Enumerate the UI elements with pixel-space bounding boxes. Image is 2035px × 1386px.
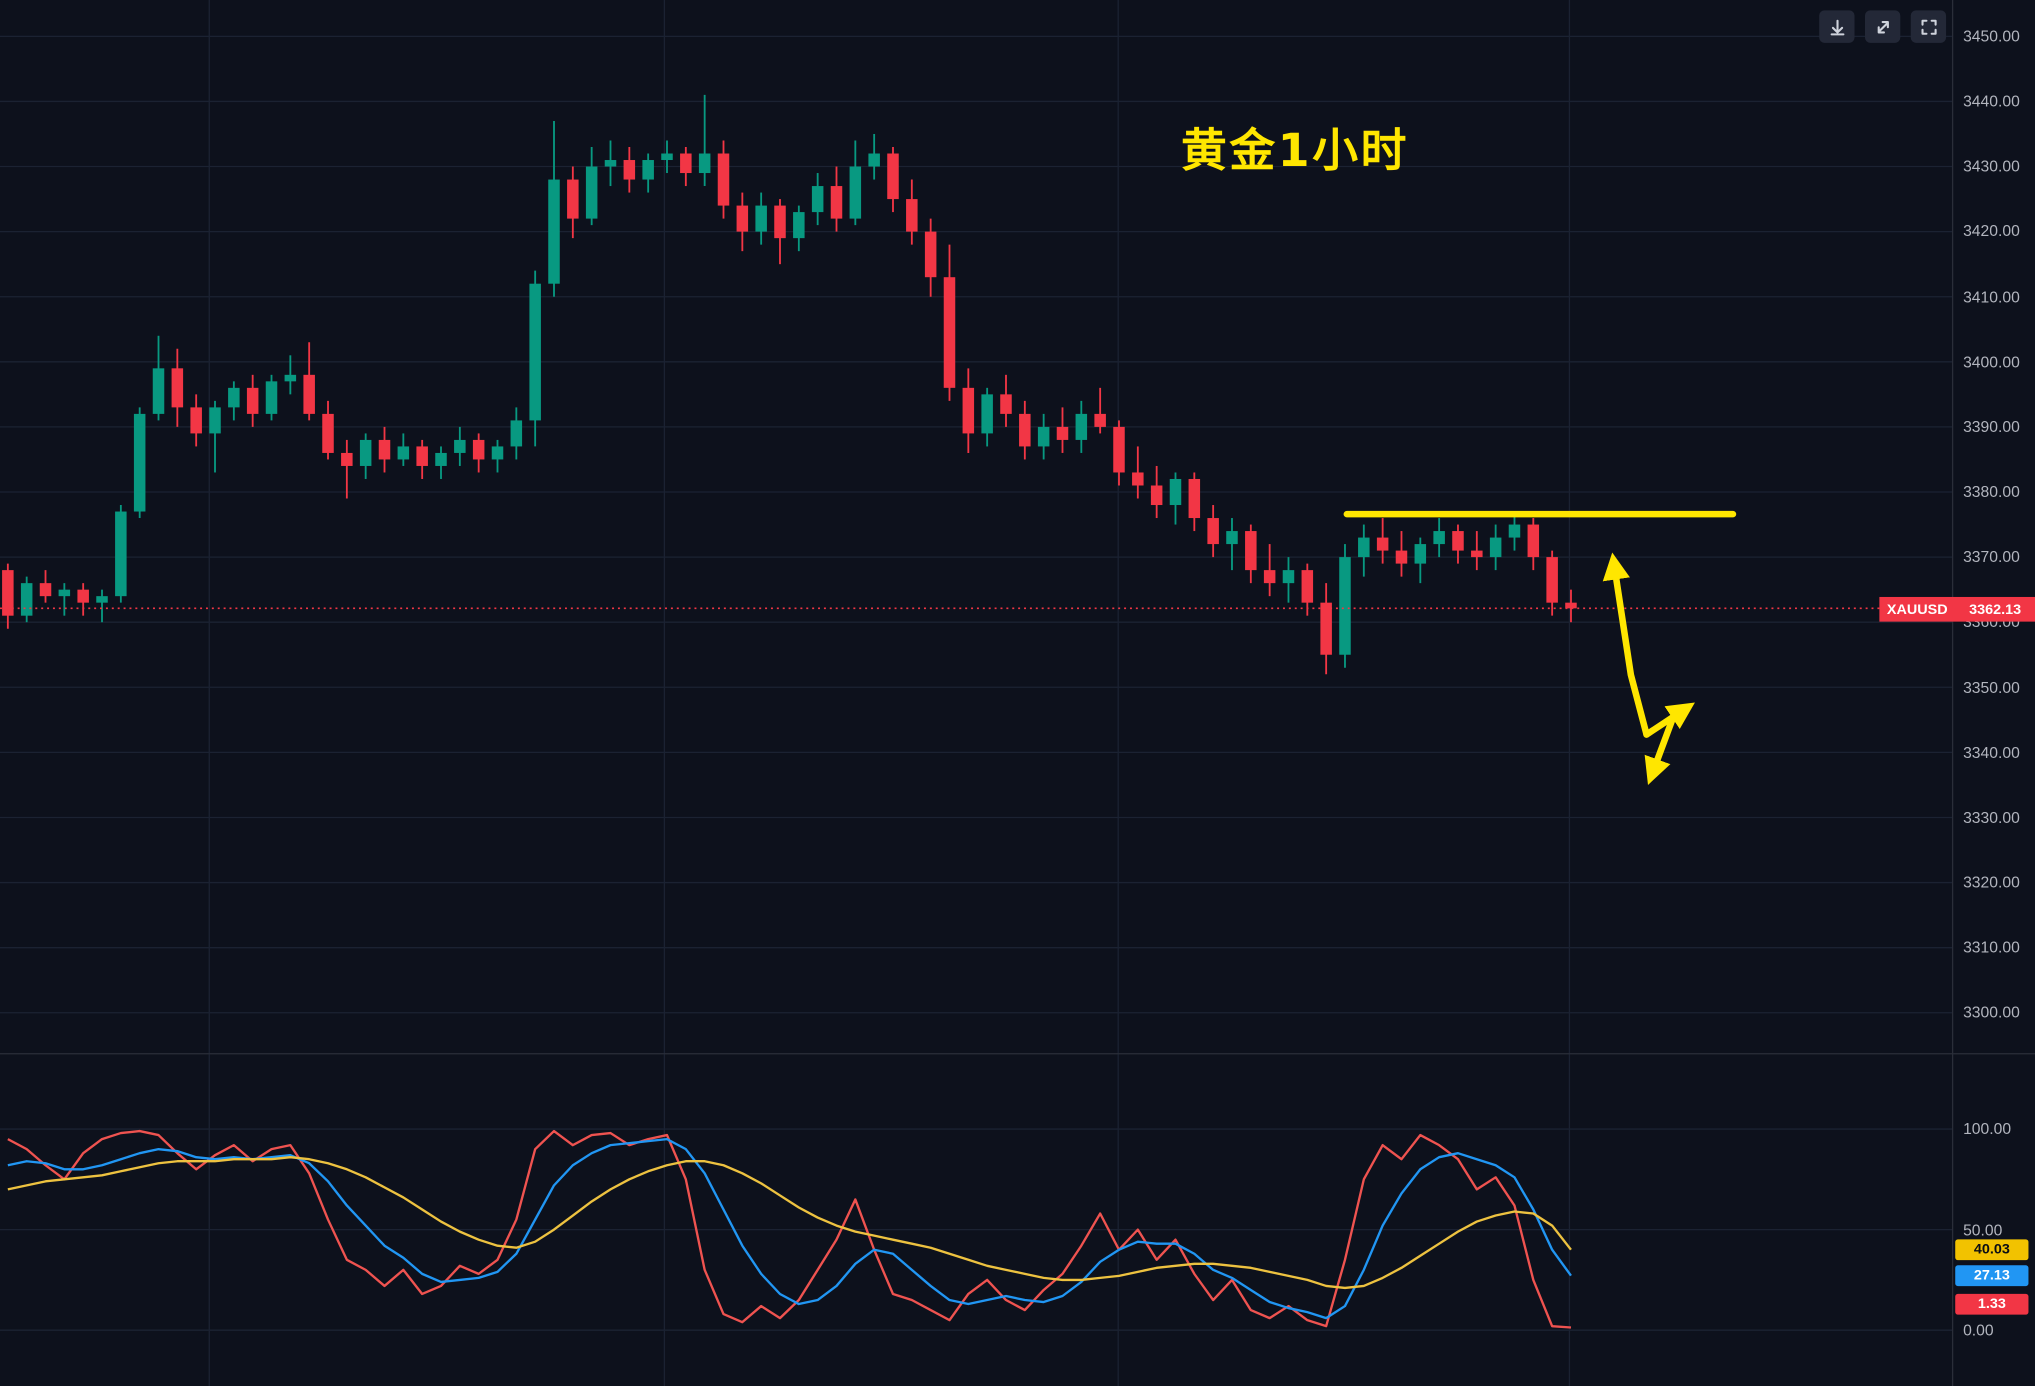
fullscreen-button[interactable]	[1910, 10, 1947, 43]
indicator-axis-label: 50.00	[1963, 1220, 2003, 1239]
price-axis-label: 3390.00	[1963, 417, 2020, 436]
scroll-to-recent-button[interactable]	[1819, 10, 1855, 43]
price-axis-label: 3410.00	[1963, 287, 2020, 306]
price-axis-label: 3340.00	[1963, 743, 2020, 762]
resize-icon	[1877, 20, 1889, 33]
resize-chart-button[interactable]	[1864, 10, 1901, 43]
scroll-down-icon	[1829, 19, 1844, 35]
price-axis-label: 3370.00	[1963, 547, 2020, 567]
indicator-value-badge: 27.13	[1955, 1265, 2029, 1287]
chart-annotation-title[interactable]: 黄金1小时	[1180, 125, 1410, 178]
indicator-axis-label: 0.00	[1963, 1321, 1994, 1340]
indicator-value-badge: 40.03	[1955, 1239, 2029, 1261]
price-axis-label: 3450.00	[1963, 27, 2020, 46]
symbol-label: XAUUSD	[1886, 601, 1948, 618]
price-axis-label: 3430.00	[1963, 157, 2020, 176]
price-axis-label: 3440.00	[1963, 92, 2020, 111]
last-price-value: 3362.13	[1969, 601, 2022, 618]
price-axis-label: 3310.00	[1963, 938, 2020, 957]
chart-toolbar	[1819, 10, 1947, 43]
price-axis-label: 3350.00	[1963, 678, 2020, 697]
price-axis-label: 3400.00	[1963, 352, 2020, 371]
indicator-value-badge: 1.33	[1955, 1293, 2029, 1315]
price-axis-label: 3300.00	[1963, 1003, 2020, 1022]
price-axis-label: 3320.00	[1963, 873, 2020, 892]
price-axis-label: 3380.00	[1963, 482, 2020, 502]
price-axis[interactable]: 3450.00 3440.00 3430.00 3420.00 3410.00 3400.…	[1953, 0, 2035, 1386]
indicator-axis-label: 100.00	[1963, 1119, 2012, 1139]
last-price-flag: XAUUSD 3362.13	[1879, 596, 2035, 622]
price-axis-label: 3330.00	[1963, 808, 2020, 827]
price-axis-label: 3420.00	[1963, 222, 2020, 241]
fullscreen-icon	[1920, 19, 1936, 35]
